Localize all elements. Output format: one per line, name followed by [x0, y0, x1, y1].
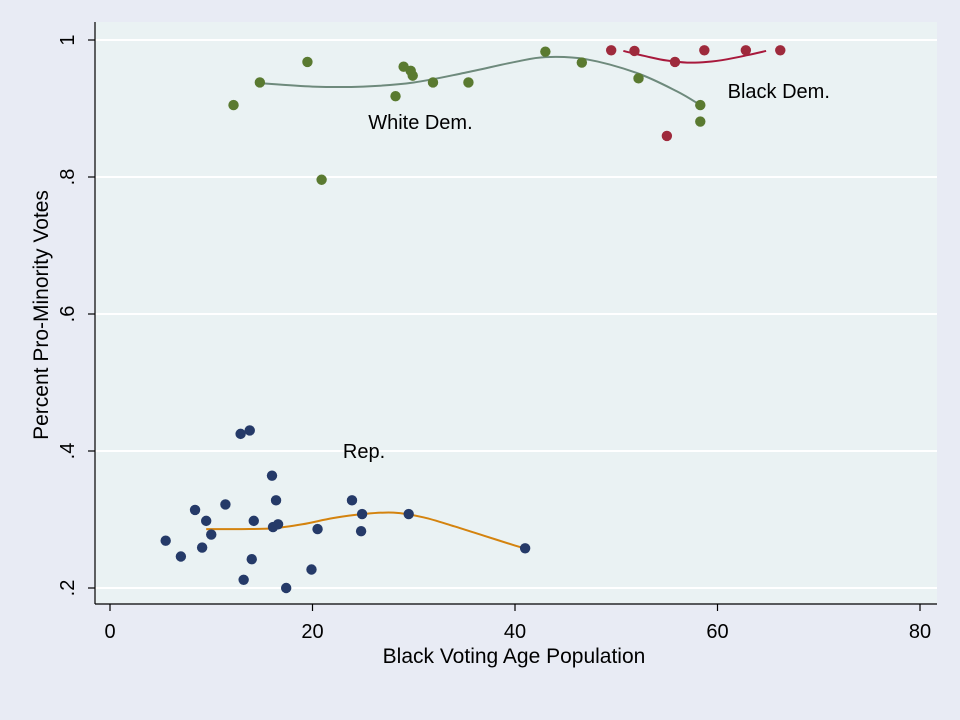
data-point [228, 99, 239, 111]
data-point [160, 535, 171, 546]
x-tick-label: 0 [104, 621, 115, 643]
data-point [302, 56, 313, 68]
gridlines [95, 39, 937, 589]
x-tick-label: 40 [504, 621, 526, 643]
data-point [356, 508, 368, 520]
y-axis-title: Percent Pro-Minority Votes [30, 190, 53, 440]
x-tick-label: 80 [909, 621, 931, 643]
x-tick-label: 60 [706, 621, 728, 643]
annotation-label: Rep. [343, 441, 385, 463]
data-point [519, 543, 531, 554]
y-tick-label: .8 [57, 169, 79, 186]
data-point [605, 45, 617, 56]
data-point [316, 174, 327, 185]
data-points [160, 45, 786, 594]
annotations: White Dem. Black Dem. Rep. [343, 81, 830, 463]
data-point [427, 77, 439, 88]
data-point [280, 582, 292, 594]
data-point [699, 45, 710, 56]
data-point [540, 46, 551, 57]
data-point [254, 77, 266, 88]
data-point [695, 116, 706, 127]
x-tick-label: 20 [301, 621, 323, 643]
data-point [661, 130, 673, 142]
y-tick-label: .2 [57, 580, 79, 597]
data-point [355, 525, 367, 537]
data-point [270, 495, 282, 506]
data-point [196, 542, 208, 553]
data-point [403, 508, 414, 520]
data-point [407, 70, 418, 81]
data-point [306, 564, 317, 575]
data-point [390, 90, 401, 102]
data-point [629, 45, 640, 57]
data-point [740, 45, 752, 56]
data-point [266, 470, 278, 481]
data-point [206, 529, 217, 540]
x-axis-title: Black Voting Age Population [383, 645, 646, 668]
y-tick-label: .6 [57, 306, 79, 323]
data-point [248, 515, 259, 527]
data-point [238, 574, 249, 585]
data-point [235, 428, 246, 440]
data-point [272, 519, 284, 530]
smooth-line [259, 55, 701, 106]
data-point [244, 425, 255, 436]
y-tick-label: 1 [57, 34, 79, 45]
y-tick-label: .4 [57, 443, 79, 460]
data-point [346, 495, 358, 506]
data-point [220, 499, 231, 510]
data-point [246, 554, 257, 565]
data-point [633, 73, 644, 84]
data-point [200, 515, 212, 527]
axes: .2 .4 .6 .8 1 0 20 40 60 80 [57, 22, 937, 643]
data-point [312, 523, 323, 535]
data-point [775, 45, 786, 56]
data-point [175, 551, 187, 562]
data-point [669, 56, 681, 68]
data-point [189, 504, 201, 516]
data-point [576, 57, 588, 68]
annotation-label: Black Dem. [728, 81, 830, 103]
data-point [463, 77, 474, 88]
annotation-label: White Dem. [368, 112, 472, 134]
data-point [695, 99, 706, 111]
